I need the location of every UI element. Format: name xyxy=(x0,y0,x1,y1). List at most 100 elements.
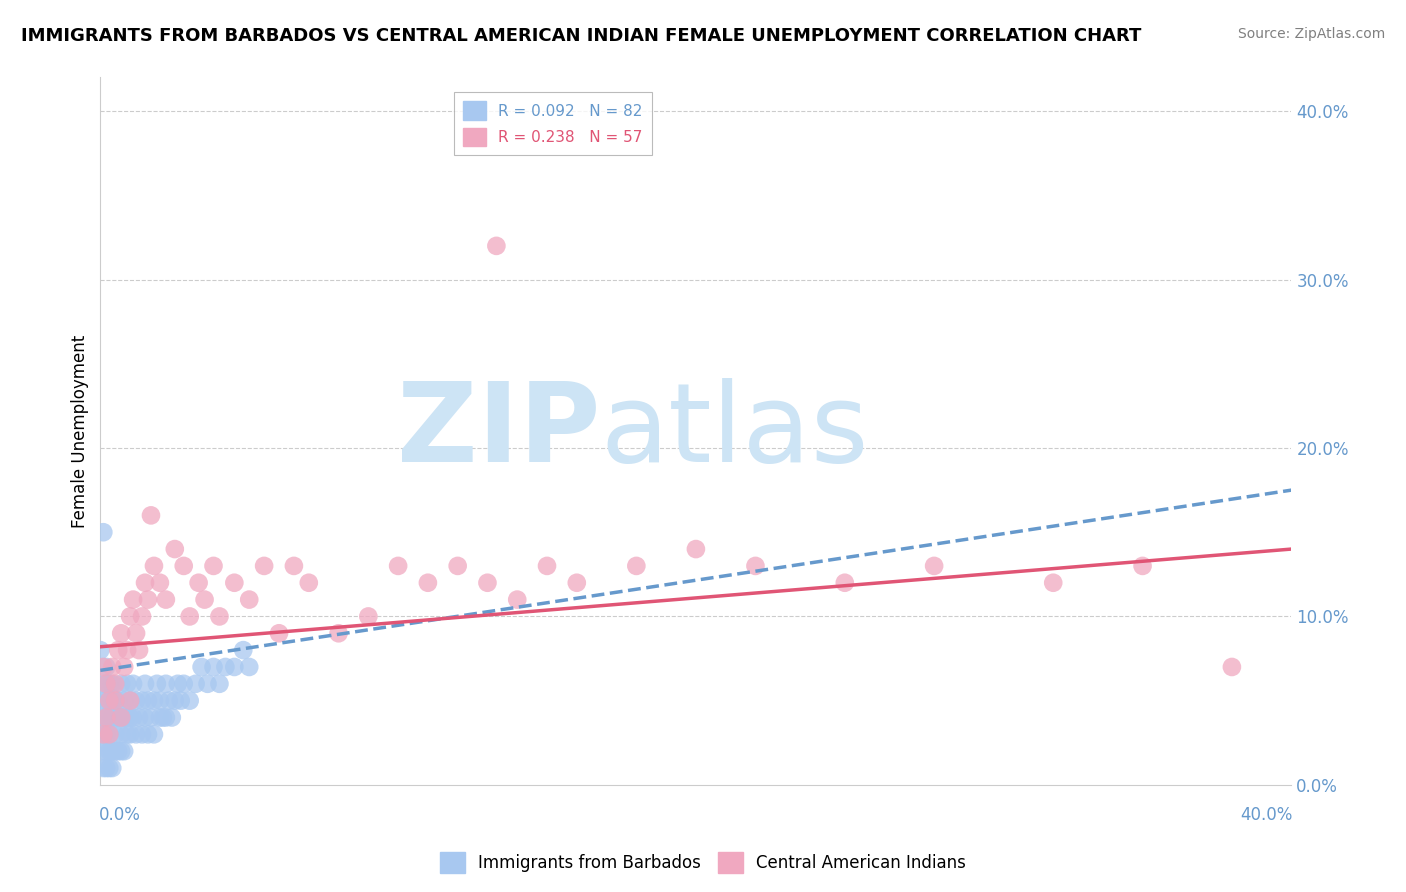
Point xyxy=(163,542,186,557)
Point xyxy=(107,710,129,724)
Point xyxy=(149,575,172,590)
Point xyxy=(283,558,305,573)
Point xyxy=(96,677,118,691)
Point xyxy=(179,693,201,707)
Y-axis label: Female Unemployment: Female Unemployment xyxy=(72,334,89,528)
Point xyxy=(125,727,148,741)
Point xyxy=(134,677,156,691)
Point xyxy=(202,558,225,573)
Point xyxy=(110,677,132,691)
Point xyxy=(91,761,114,775)
Point xyxy=(142,558,165,573)
Point xyxy=(91,710,114,724)
Point xyxy=(104,727,127,741)
Point xyxy=(112,744,135,758)
Point xyxy=(1132,558,1154,573)
Point xyxy=(922,558,945,573)
Point xyxy=(194,592,217,607)
Point xyxy=(136,693,159,707)
Point xyxy=(110,744,132,758)
Point xyxy=(91,693,114,707)
Point xyxy=(387,558,409,573)
Point xyxy=(125,626,148,640)
Point xyxy=(328,626,350,640)
Point xyxy=(91,525,114,540)
Point xyxy=(173,677,195,691)
Text: Source: ZipAtlas.com: Source: ZipAtlas.com xyxy=(1237,27,1385,41)
Point xyxy=(208,609,231,624)
Text: 0.0%: 0.0% xyxy=(100,806,141,824)
Point xyxy=(184,677,207,691)
Point xyxy=(107,693,129,707)
Point xyxy=(626,558,648,573)
Point xyxy=(98,727,121,741)
Point xyxy=(197,677,219,691)
Point xyxy=(744,558,766,573)
Point xyxy=(107,643,129,657)
Point xyxy=(115,643,138,657)
Point xyxy=(110,727,132,741)
Point xyxy=(96,761,118,775)
Point xyxy=(91,660,114,674)
Point xyxy=(202,660,225,674)
Point xyxy=(139,508,162,523)
Point xyxy=(115,710,138,724)
Point xyxy=(110,710,132,724)
Point xyxy=(160,710,183,724)
Point xyxy=(128,710,150,724)
Point xyxy=(139,710,162,724)
Point xyxy=(146,677,169,691)
Point xyxy=(91,744,114,758)
Point xyxy=(112,660,135,674)
Point xyxy=(238,592,260,607)
Point xyxy=(96,727,118,741)
Point xyxy=(298,575,321,590)
Point xyxy=(208,677,231,691)
Legend: Immigrants from Barbados, Central American Indians: Immigrants from Barbados, Central Americ… xyxy=(433,846,973,880)
Point xyxy=(136,592,159,607)
Point xyxy=(115,727,138,741)
Point xyxy=(112,710,135,724)
Point xyxy=(485,239,508,253)
Point xyxy=(101,744,124,758)
Point xyxy=(131,727,153,741)
Point xyxy=(152,710,174,724)
Point xyxy=(134,710,156,724)
Point xyxy=(104,693,127,707)
Point xyxy=(96,710,118,724)
Legend: R = 0.092   N = 82, R = 0.238   N = 57: R = 0.092 N = 82, R = 0.238 N = 57 xyxy=(454,92,652,155)
Point xyxy=(101,710,124,724)
Point xyxy=(122,710,145,724)
Point xyxy=(120,693,142,707)
Point xyxy=(98,693,121,707)
Point xyxy=(104,693,127,707)
Point xyxy=(142,727,165,741)
Point xyxy=(96,677,118,691)
Point xyxy=(131,609,153,624)
Point xyxy=(101,677,124,691)
Point xyxy=(98,710,121,724)
Point xyxy=(253,558,276,573)
Point xyxy=(120,727,142,741)
Text: ZIP: ZIP xyxy=(398,377,600,484)
Point xyxy=(1042,575,1064,590)
Point xyxy=(536,558,558,573)
Point xyxy=(110,710,132,724)
Text: 40.0%: 40.0% xyxy=(1240,806,1292,824)
Point xyxy=(104,744,127,758)
Point xyxy=(224,575,246,590)
Point xyxy=(110,626,132,640)
Point xyxy=(224,660,246,674)
Point xyxy=(232,643,254,657)
Point xyxy=(128,643,150,657)
Point xyxy=(98,744,121,758)
Point xyxy=(96,744,118,758)
Point xyxy=(101,660,124,674)
Text: atlas: atlas xyxy=(600,377,869,484)
Point xyxy=(120,609,142,624)
Point xyxy=(89,643,111,657)
Point xyxy=(173,558,195,573)
Point xyxy=(104,677,127,691)
Point xyxy=(166,677,188,691)
Point xyxy=(149,710,172,724)
